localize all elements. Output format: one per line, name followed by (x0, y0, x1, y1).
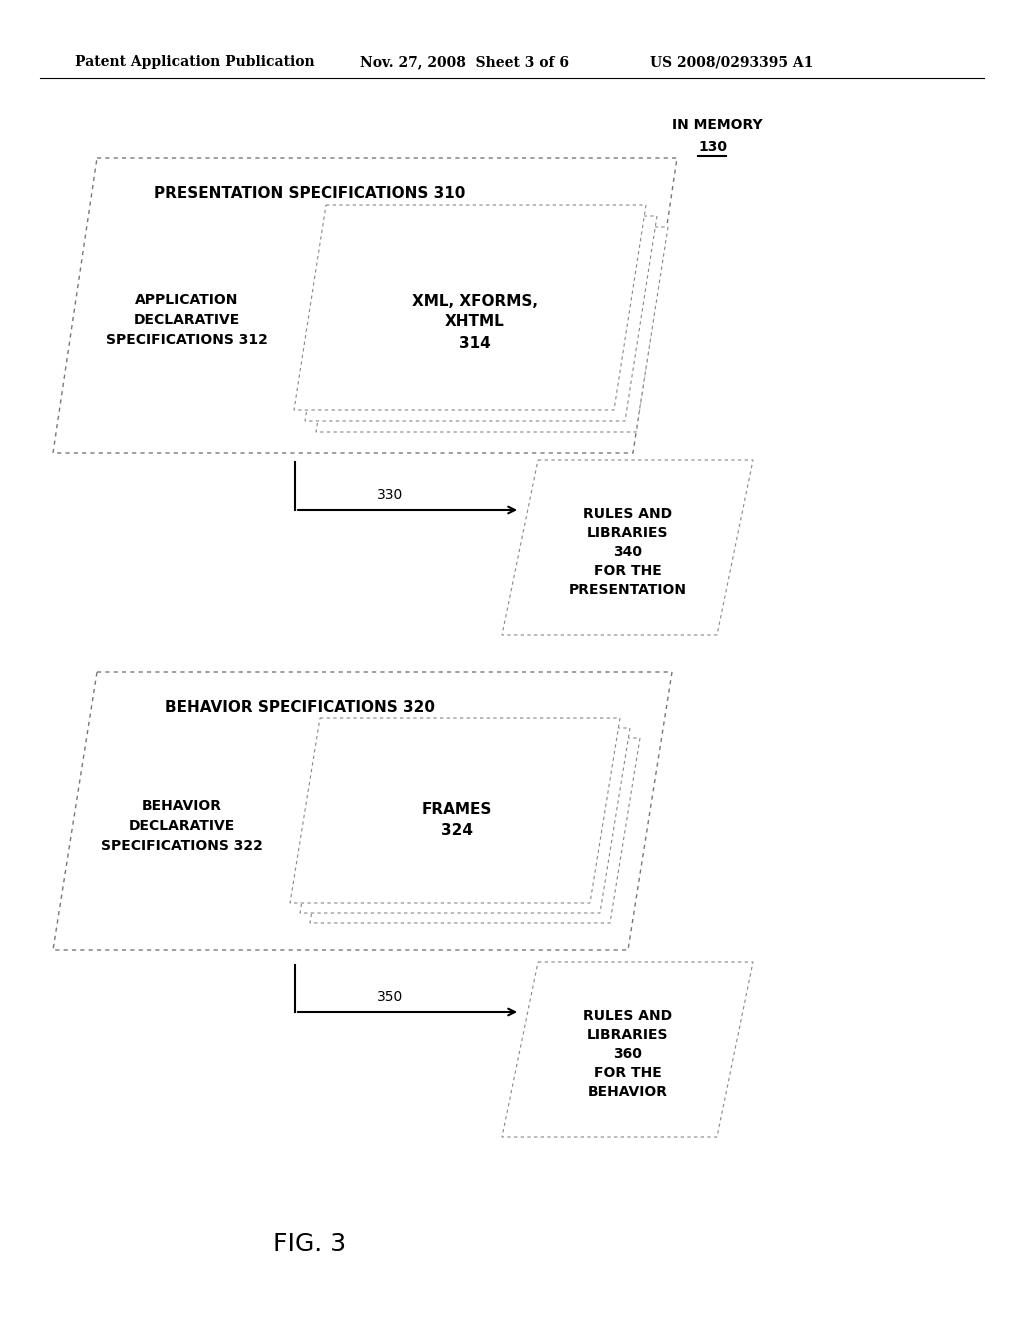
Polygon shape (53, 672, 672, 950)
Text: 330: 330 (377, 488, 403, 502)
Text: RULES AND
LIBRARIES
360
FOR THE
BEHAVIOR: RULES AND LIBRARIES 360 FOR THE BEHAVIOR (584, 1008, 673, 1098)
Polygon shape (294, 205, 646, 411)
Polygon shape (53, 158, 677, 453)
Text: IN MEMORY: IN MEMORY (672, 117, 763, 132)
Text: 130: 130 (698, 140, 727, 154)
Polygon shape (305, 216, 657, 421)
Polygon shape (316, 227, 668, 432)
Text: Nov. 27, 2008  Sheet 3 of 6: Nov. 27, 2008 Sheet 3 of 6 (360, 55, 569, 69)
Polygon shape (290, 718, 620, 903)
Polygon shape (300, 729, 630, 913)
Text: BEHAVIOR SPECIFICATIONS 320: BEHAVIOR SPECIFICATIONS 320 (165, 700, 435, 715)
Text: XML, XFORMS,
XHTML
314: XML, XFORMS, XHTML 314 (412, 293, 538, 351)
Polygon shape (310, 738, 640, 923)
Text: US 2008/0293395 A1: US 2008/0293395 A1 (650, 55, 813, 69)
Polygon shape (502, 459, 753, 635)
Text: FRAMES
324: FRAMES 324 (422, 803, 493, 838)
Text: BEHAVIOR
DECLARATIVE
SPECIFICATIONS 322: BEHAVIOR DECLARATIVE SPECIFICATIONS 322 (101, 800, 263, 853)
Text: Patent Application Publication: Patent Application Publication (75, 55, 314, 69)
Text: FIG. 3: FIG. 3 (273, 1232, 346, 1257)
Polygon shape (502, 962, 753, 1137)
Text: PRESENTATION SPECIFICATIONS 310: PRESENTATION SPECIFICATIONS 310 (155, 186, 466, 201)
Text: APPLICATION
DECLARATIVE
SPECIFICATIONS 312: APPLICATION DECLARATIVE SPECIFICATIONS 3… (106, 293, 268, 346)
Text: 350: 350 (377, 990, 403, 1005)
Text: RULES AND
LIBRARIES
340
FOR THE
PRESENTATION: RULES AND LIBRARIES 340 FOR THE PRESENTA… (569, 507, 687, 597)
